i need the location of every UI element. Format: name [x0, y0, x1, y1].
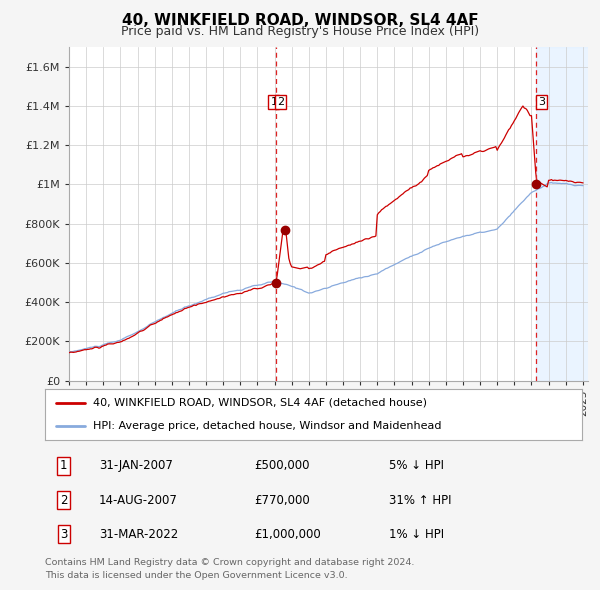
Text: 40, WINKFIELD ROAD, WINDSOR, SL4 4AF: 40, WINKFIELD ROAD, WINDSOR, SL4 4AF: [122, 13, 478, 28]
Text: 3: 3: [538, 97, 545, 107]
Text: 31% ↑ HPI: 31% ↑ HPI: [389, 493, 451, 507]
Text: 1% ↓ HPI: 1% ↓ HPI: [389, 527, 444, 540]
Bar: [536, 47, 592, 381]
Text: 14-AUG-2007: 14-AUG-2007: [98, 493, 178, 507]
Text: Price paid vs. HM Land Registry's House Price Index (HPI): Price paid vs. HM Land Registry's House …: [121, 25, 479, 38]
Text: 2: 2: [60, 493, 68, 507]
Text: 1: 1: [271, 97, 277, 107]
Text: HPI: Average price, detached house, Windsor and Maidenhead: HPI: Average price, detached house, Wind…: [94, 421, 442, 431]
Text: 1: 1: [60, 460, 68, 473]
Text: 40, WINKFIELD ROAD, WINDSOR, SL4 4AF (detached house): 40, WINKFIELD ROAD, WINDSOR, SL4 4AF (de…: [94, 398, 427, 408]
Text: 31-JAN-2007: 31-JAN-2007: [98, 460, 173, 473]
Text: £500,000: £500,000: [254, 460, 310, 473]
Text: This data is licensed under the Open Government Licence v3.0.: This data is licensed under the Open Gov…: [45, 571, 347, 580]
Text: 2: 2: [277, 97, 284, 107]
Text: £1,000,000: £1,000,000: [254, 527, 321, 540]
Text: Contains HM Land Registry data © Crown copyright and database right 2024.: Contains HM Land Registry data © Crown c…: [45, 558, 415, 566]
Text: 5% ↓ HPI: 5% ↓ HPI: [389, 460, 443, 473]
Text: £770,000: £770,000: [254, 493, 310, 507]
Text: 31-MAR-2022: 31-MAR-2022: [98, 527, 178, 540]
Text: 3: 3: [60, 527, 67, 540]
